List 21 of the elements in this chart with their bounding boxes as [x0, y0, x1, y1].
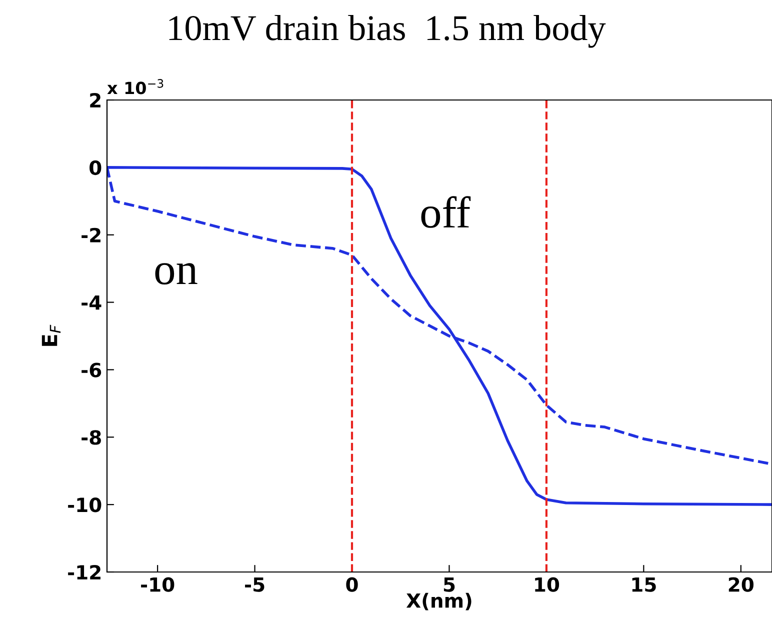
y-tick-label: 2: [90, 92, 100, 108]
x-tick-label: -5: [245, 577, 264, 592]
x-tick-label: 15: [632, 577, 656, 592]
y-tick-label: -10: [68, 498, 102, 512]
annotation: on: [155, 263, 198, 284]
x-tick-label: -10: [141, 577, 174, 592]
y-tick-label: -4: [82, 295, 102, 310]
text: x 10$^{−3}$: [107, 79, 164, 94]
x-tick-label: 5: [444, 577, 455, 592]
x-axis-title: X(nm): [406, 592, 472, 610]
y-axis-title: E$_{F}$: [42, 324, 61, 346]
y-tick-label: -6: [82, 362, 102, 378]
y-tick-label: -12: [68, 564, 100, 580]
x-tick-label: 20: [728, 577, 754, 592]
x-tick-label: 0: [346, 577, 358, 592]
chart-title: 10mV drain bias 1.5 nm body: [169, 14, 606, 48]
annotation: off: [421, 196, 471, 228]
y-tick-label: 0: [90, 160, 102, 176]
y-tick-label: -2: [82, 228, 100, 242]
y-tick-label: -8: [82, 430, 101, 445]
x-tick-label: 10: [535, 577, 560, 592]
